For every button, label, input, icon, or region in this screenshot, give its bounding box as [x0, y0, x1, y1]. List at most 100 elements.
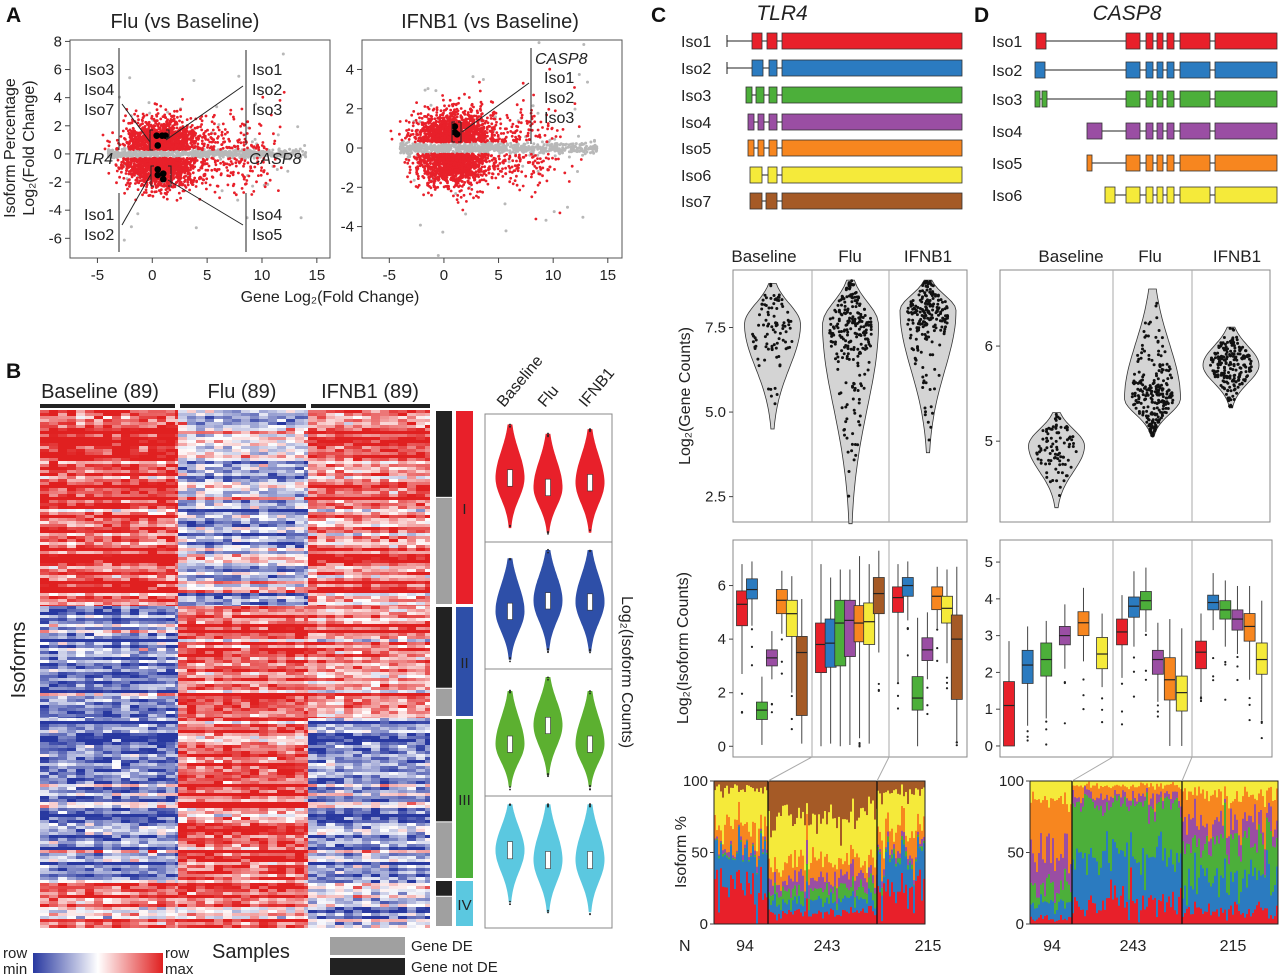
significant-point [129, 162, 133, 166]
significant-point [202, 174, 206, 178]
significant-point [200, 164, 204, 168]
y-tick-label: 4 [54, 90, 62, 107]
significant-point [191, 157, 194, 161]
significant-point [162, 195, 166, 199]
x-tick-label: 0 [148, 267, 156, 284]
significant-point [222, 137, 225, 140]
nonsignificant-point [580, 149, 584, 153]
flu-scatter-title: Flu (vs Baseline) [111, 11, 260, 33]
significant-point [221, 146, 225, 150]
significant-point [250, 193, 254, 196]
nonsignificant-point [527, 145, 531, 148]
significant-point [174, 175, 178, 179]
significant-point [131, 139, 134, 143]
significant-point [136, 188, 140, 192]
significant-point [185, 129, 189, 133]
significant-point [207, 164, 211, 168]
significant-point [119, 135, 123, 138]
significant-point [193, 157, 197, 161]
significant-point [407, 138, 411, 141]
nonsignificant-point [406, 147, 410, 151]
significant-point [157, 127, 161, 131]
x-tick-label: 15 [308, 267, 325, 284]
significant-point [203, 162, 207, 166]
significant-point [206, 146, 209, 149]
significant-point [216, 125, 220, 129]
significant-point [126, 164, 130, 168]
significant-point [282, 90, 286, 94]
nonsignificant-point [521, 164, 525, 168]
nonsignificant-point [275, 168, 279, 171]
significant-point [187, 171, 190, 175]
nonsignificant-point [469, 147, 473, 151]
nonsignificant-point [489, 147, 493, 151]
nonsignificant-point [123, 148, 127, 152]
nonsignificant-point [541, 145, 545, 149]
significant-point [205, 177, 209, 181]
nonsignificant-point [571, 143, 575, 147]
significant-point [226, 130, 229, 134]
significant-point [121, 142, 125, 146]
significant-point [262, 170, 266, 174]
nonsignificant-point [589, 140, 593, 144]
significant-point [184, 133, 188, 136]
nonsignificant-point [424, 145, 428, 149]
significant-point [229, 160, 233, 163]
significant-point [133, 133, 136, 137]
nonsignificant-point [301, 149, 305, 153]
significant-point [175, 122, 179, 125]
significant-point [203, 142, 206, 146]
significant-point [115, 169, 119, 173]
significant-point [225, 145, 229, 149]
significant-point [146, 147, 150, 151]
significant-point [153, 190, 157, 194]
significant-point [268, 178, 272, 182]
significant-point [126, 160, 129, 164]
significant-point [491, 172, 495, 176]
significant-point [144, 188, 148, 192]
significant-point [130, 136, 134, 140]
significant-point [242, 177, 246, 181]
significant-point [210, 168, 214, 172]
significant-point [186, 146, 190, 150]
significant-point [195, 180, 199, 184]
significant-point [139, 138, 143, 142]
significant-point [162, 161, 165, 164]
significant-point [127, 185, 131, 188]
significant-point [139, 164, 143, 168]
nonsignificant-point [582, 43, 586, 46]
significant-point [153, 124, 157, 128]
significant-point [181, 182, 185, 186]
significant-point [420, 116, 424, 120]
nonsignificant-point [162, 151, 165, 155]
significant-point [179, 108, 182, 112]
nonsignificant-point [413, 147, 417, 151]
significant-point [127, 142, 131, 146]
significant-point [165, 169, 169, 173]
significant-point [179, 171, 183, 175]
significant-point [221, 160, 225, 164]
significant-point [141, 146, 145, 150]
highlighted-isoform-point [154, 171, 162, 179]
nonsignificant-point [451, 142, 455, 146]
nonsignificant-point [444, 146, 447, 150]
significant-point [152, 163, 156, 166]
significant-point [127, 121, 130, 125]
significant-point [181, 138, 184, 142]
significant-point [236, 144, 240, 148]
significant-point [547, 157, 550, 161]
nonsignificant-point [581, 153, 585, 157]
nonsignificant-point [492, 148, 496, 151]
significant-point [181, 97, 184, 101]
significant-point [151, 174, 154, 178]
significant-point [122, 159, 125, 163]
nonsignificant-point [511, 150, 515, 154]
significant-point [121, 165, 125, 169]
significant-point [176, 157, 180, 161]
nonsignificant-point [407, 140, 411, 144]
significant-point [176, 115, 179, 119]
significant-point [272, 142, 276, 146]
significant-point [142, 165, 145, 168]
significant-point [463, 92, 466, 96]
significant-point [189, 180, 193, 184]
